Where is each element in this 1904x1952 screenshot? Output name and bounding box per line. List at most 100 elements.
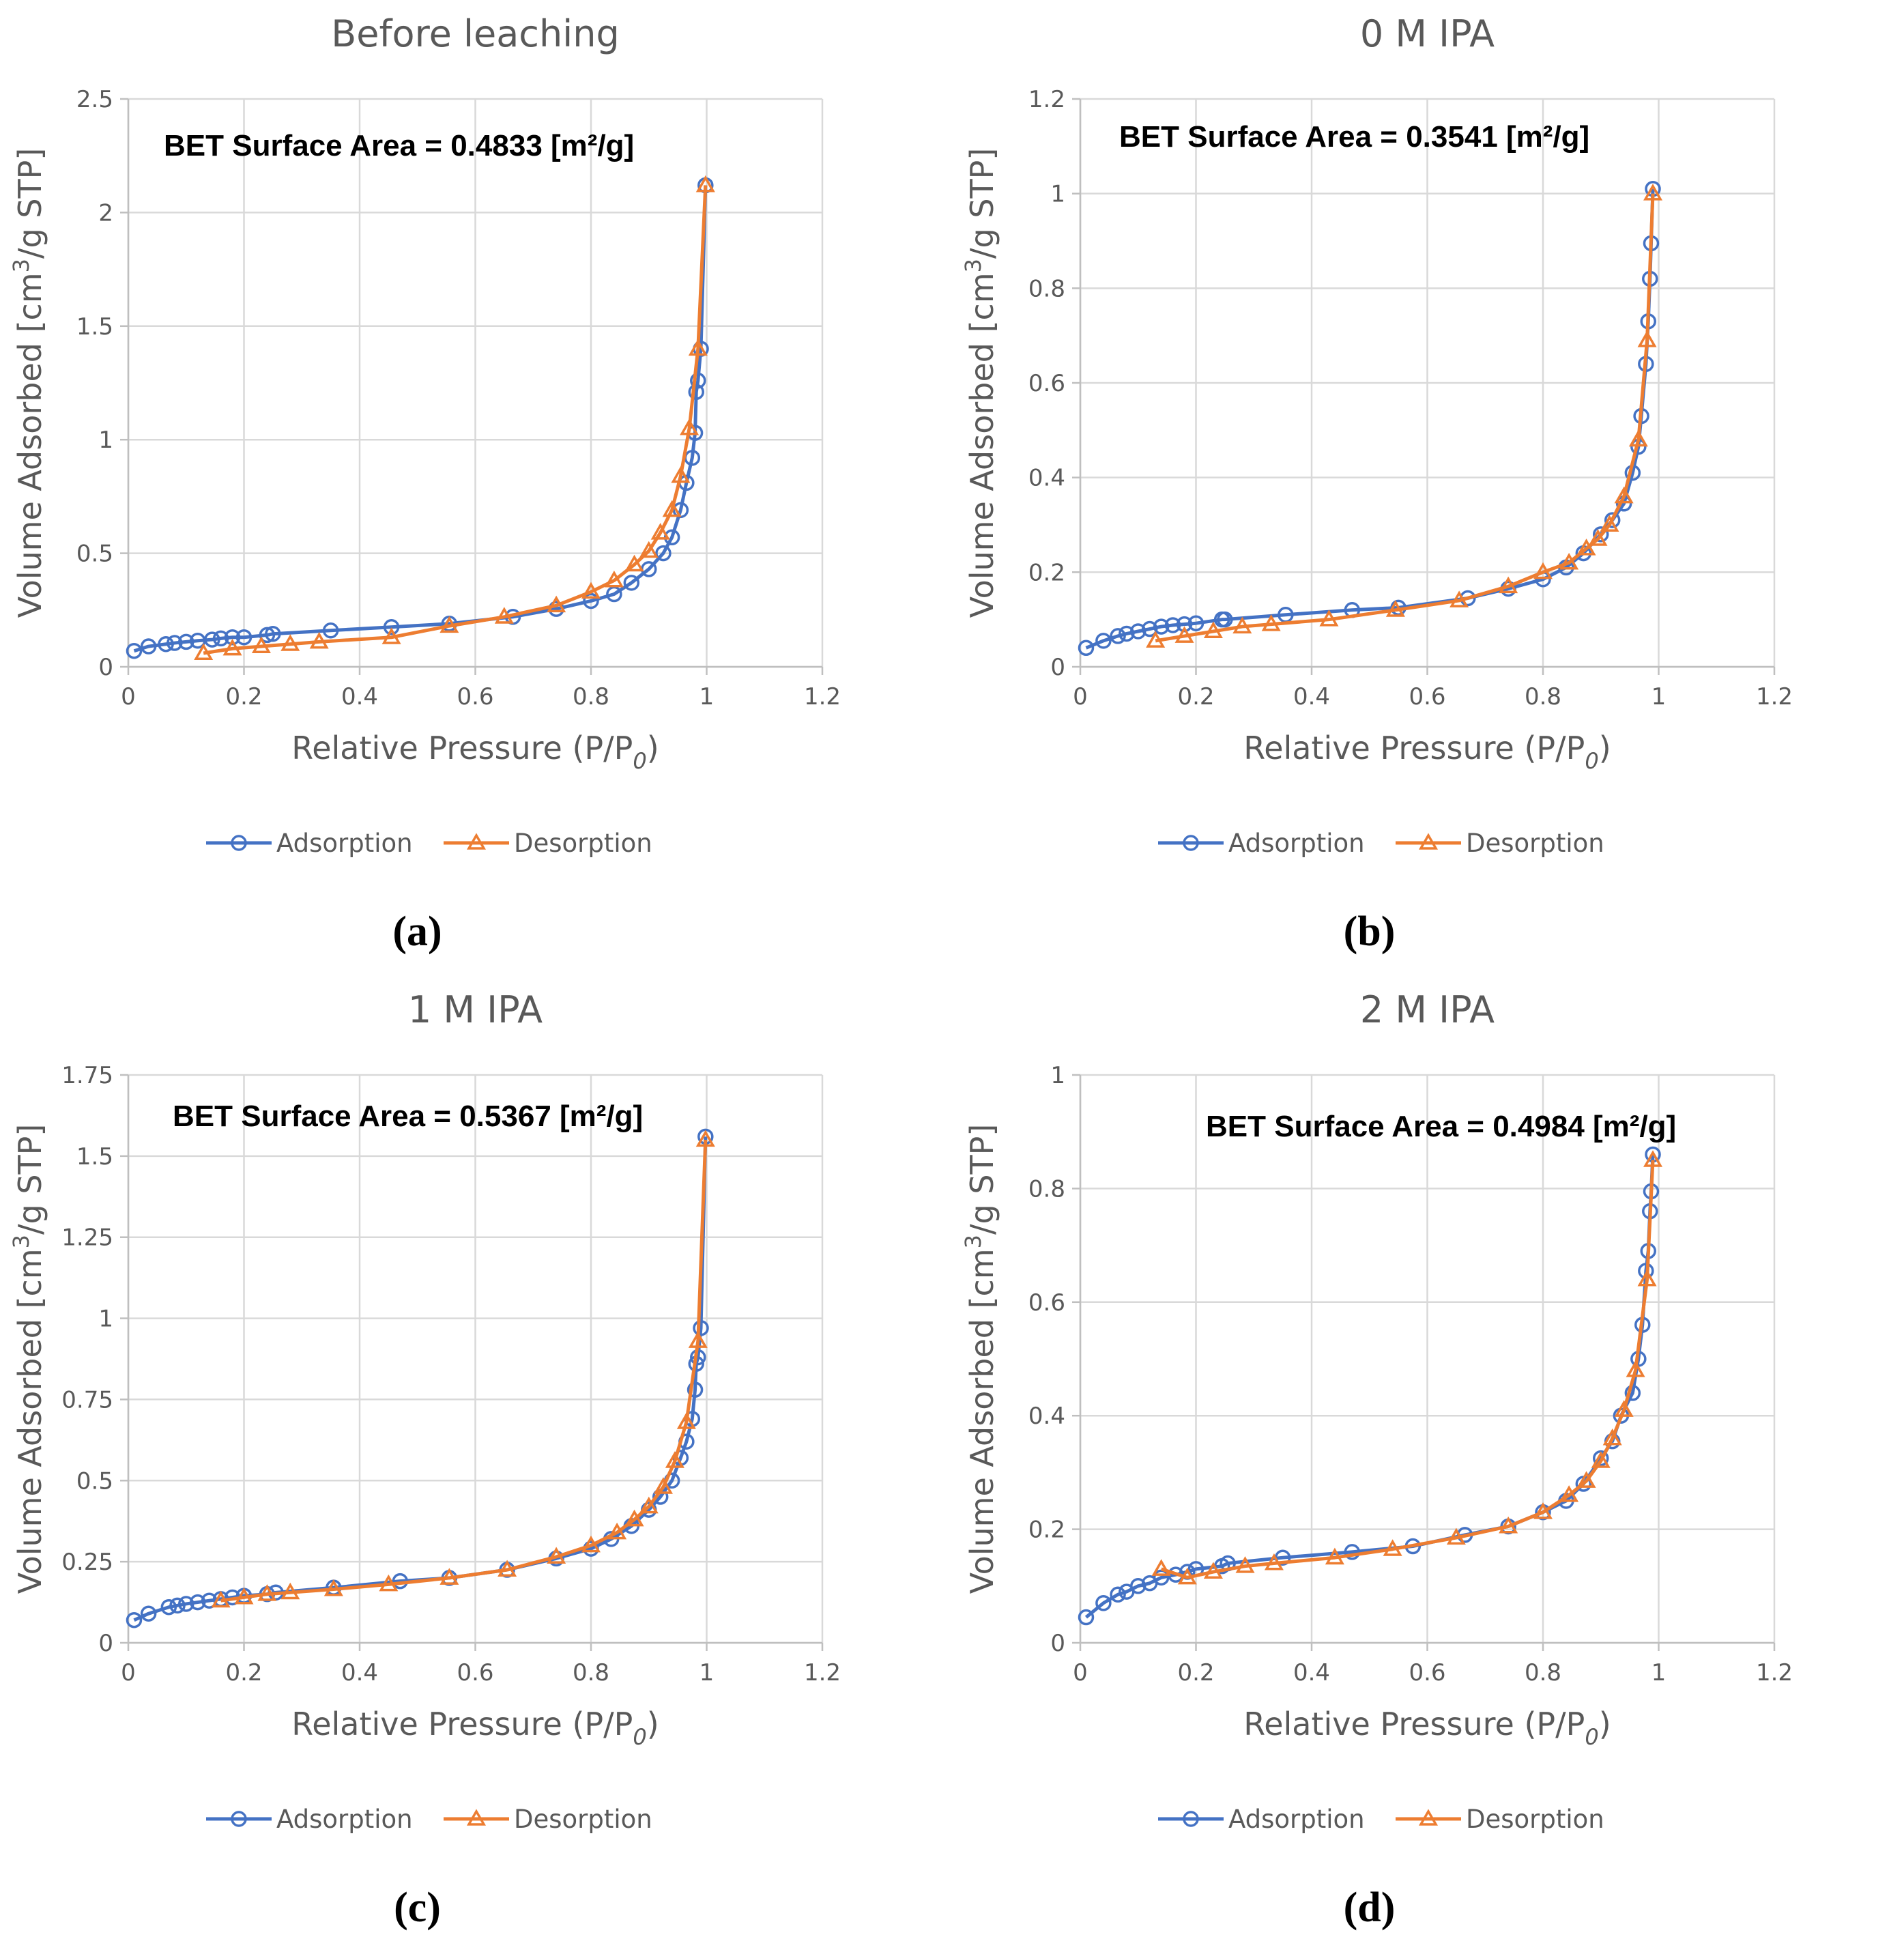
legend: Adsorption Desorption (206, 1805, 652, 1834)
chart-svg-c: 1 M IPA 0 0.2 0.4 0.6 0.8 1 1.2 0 0.25 0.5 0.75 1 1.2… (8, 988, 841, 1931)
desorption-point (1533, 1502, 1553, 1519)
legend-adsorption-label: Adsorption (276, 829, 413, 858)
adsorption-point (1095, 1595, 1112, 1611)
desorption-point (639, 541, 659, 558)
adsorption-point (1176, 616, 1193, 633)
x-axis-label-end: ) (647, 1706, 659, 1742)
legend-adsorption-marker (231, 1811, 247, 1827)
desorption-point (1319, 609, 1339, 627)
x-tick-label: 0.8 (1525, 1659, 1561, 1687)
y-tick-label: 0.6 (1028, 1289, 1065, 1317)
chart-title: Before leaching (331, 12, 619, 55)
y-axis-label: Volume Adsorbed [cm3/g STP] (8, 148, 48, 618)
y-tick-label: 0.2 (1028, 1517, 1065, 1544)
adsorption-point (1110, 628, 1126, 644)
adsorption-point (1141, 620, 1158, 637)
y-axis-label-main: Volume Adsorbed [cm (12, 1248, 48, 1594)
desorption-point (381, 627, 401, 644)
desorption-point (662, 500, 682, 517)
adsorption-point (235, 629, 253, 646)
desorption-point (257, 1584, 277, 1601)
x-axis-label-main: Relative Pressure (P/P (1243, 730, 1585, 766)
y-tick-label: 1.2 (1028, 86, 1065, 113)
x-tick-label: 0.6 (1409, 1659, 1445, 1687)
adsorption-point (583, 592, 599, 609)
adsorption-point (1164, 617, 1181, 633)
x-axis-label: Relative Pressure (P/P0) (291, 730, 659, 774)
desorption-point (280, 634, 300, 651)
y-tick-label: 0.5 (76, 1467, 113, 1495)
legend: Adsorption Desorption (1158, 829, 1604, 858)
adsorption-point (1604, 512, 1621, 528)
x-tick-label: 0.4 (1293, 683, 1330, 711)
adsorption-point (1078, 1609, 1095, 1626)
desorption-point (309, 631, 329, 649)
y-tick-label: 1 (1050, 1062, 1065, 1089)
desorption-point (1637, 330, 1657, 347)
adsorption-point (224, 629, 241, 646)
desorption-point (1383, 1539, 1402, 1556)
legend-desorption-label: Desorption (514, 829, 652, 858)
desorption-point (1591, 1451, 1611, 1468)
y-tick-label: 0.4 (1028, 465, 1065, 492)
desorption-point (1499, 1516, 1518, 1534)
desorption-point (607, 1522, 627, 1540)
y-tick-label: 0.8 (1028, 275, 1065, 302)
desorption-point (1614, 486, 1634, 504)
x-axis-label-end: ) (1599, 730, 1611, 766)
adsorption-point (641, 561, 657, 577)
adsorption-point (140, 1605, 157, 1622)
chart-title: 1 M IPA (408, 988, 543, 1031)
desorption-point (222, 638, 242, 656)
adsorption-point (204, 631, 220, 648)
desorption-point (547, 595, 566, 613)
x-tick-label: 0.8 (573, 1659, 609, 1687)
bet-surface-area-note: BET Surface Area = 0.4833 [m²/g] (164, 129, 634, 162)
x-tick-label: 1.2 (1756, 683, 1793, 711)
desorption-point (680, 418, 699, 435)
adsorption-point (693, 1320, 709, 1336)
desorption-point (1264, 1553, 1284, 1570)
y-tick-label: 0.5 (76, 541, 113, 568)
desorption-point (1261, 614, 1281, 631)
desorption-point (665, 1451, 684, 1468)
x-tick-label: 0 (1073, 683, 1088, 711)
legend-adsorption-label: Adsorption (276, 1805, 413, 1834)
desorption-point (1151, 1559, 1171, 1576)
y-tick-label: 2.5 (76, 86, 113, 113)
desorption-point (1559, 552, 1579, 570)
chart-title: 2 M IPA (1360, 988, 1495, 1031)
desorption-point (234, 1587, 254, 1605)
desorption-point (494, 607, 514, 624)
adsorption-point (655, 545, 672, 562)
desorption-point (379, 1574, 399, 1592)
desorption-point (323, 1579, 343, 1596)
desorption-point (695, 1130, 715, 1147)
desorption-point (1576, 539, 1596, 556)
legend-desorption-marker (466, 833, 487, 850)
panel-caption: (a) (392, 908, 442, 955)
legend-desorption-label: Desorption (514, 1805, 652, 1834)
y-axis-label: Volume Adsorbed [cm3/g STP] (960, 1124, 1000, 1594)
legend-desorption-label: Desorption (1466, 1805, 1604, 1834)
x-tick-label: 1 (1651, 683, 1667, 711)
y-axis-label-main: Volume Adsorbed [cm (12, 272, 48, 618)
adsorption-point (690, 372, 706, 389)
desorption-series-line (1155, 193, 1655, 643)
desorption-point (1600, 515, 1619, 532)
x-axis-label-subscript: 0 (1585, 748, 1598, 774)
desorption-point (439, 1568, 459, 1585)
adsorption-point (158, 635, 174, 652)
x-axis-label-subscript: 0 (1585, 1724, 1598, 1750)
desorption-point (1449, 590, 1469, 607)
x-tick-label: 0.6 (457, 1659, 493, 1687)
y-axis-label-superscript: 3 (8, 259, 34, 272)
y-tick-label: 1 (1050, 181, 1065, 208)
x-tick-label: 1.2 (804, 1659, 841, 1687)
x-axis-label: Relative Pressure (P/P0) (291, 1706, 659, 1750)
x-tick-label: 1 (1651, 1659, 1667, 1687)
chart-svg-a: Before leaching 0 0.2 0.4 0.6 0.8 1 1.2 0 0.5 1 1.5… (8, 12, 841, 955)
x-tick-label: 0 (1073, 1659, 1088, 1687)
desorption-point (547, 1547, 566, 1564)
adsorption-point (1344, 1544, 1361, 1560)
